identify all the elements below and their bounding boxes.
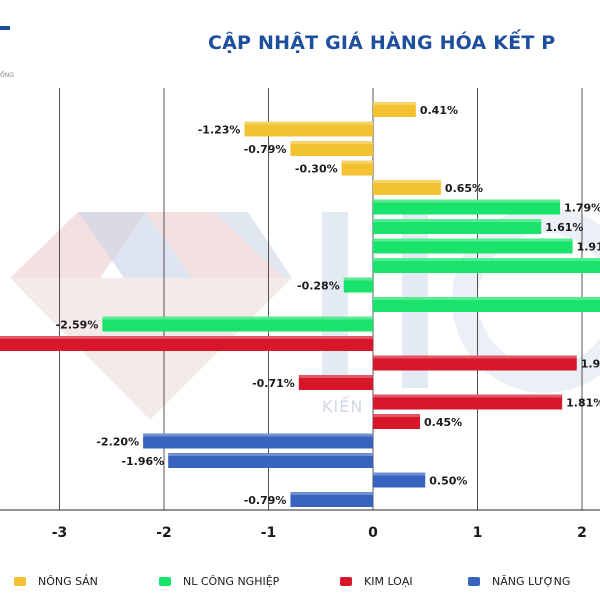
legend-item-nang-luong: NĂNG LƯỢNG xyxy=(468,574,570,588)
watermark-text: KIẾN xyxy=(322,395,363,416)
x-tick-label: -3 xyxy=(52,525,68,541)
legend-swatch-kim-loai xyxy=(340,576,352,586)
legend-label-nl-cong-nghiep: NL CÔNG NGHIỆP xyxy=(183,574,280,588)
bar-highlight xyxy=(343,277,373,281)
bar-value-label: 1.95 xyxy=(581,358,600,371)
bar-highlight xyxy=(290,141,373,144)
bar-labels: 0.41%-1.23%-0.79%-0.30%0.65%1.79%1.61%1.… xyxy=(56,104,600,507)
bar xyxy=(290,141,373,156)
x-tick-label: 0 xyxy=(368,525,378,541)
bar-highlight xyxy=(373,355,577,359)
legend-item-nong-san: NÔNG SẢN xyxy=(14,574,98,588)
bar-value-label: -0.79% xyxy=(244,494,287,507)
bar-highlight xyxy=(290,492,373,495)
bar xyxy=(373,219,542,234)
bar-value-label: -0.79% xyxy=(244,143,287,156)
bar xyxy=(373,472,426,488)
bar-value-label: -0.71% xyxy=(252,377,295,390)
bar-highlight xyxy=(373,258,600,261)
legend-label-kim-loai: KIM LOẠI xyxy=(364,574,413,588)
bar-highlight xyxy=(373,102,416,105)
bar-value-label: 0.50% xyxy=(429,475,467,488)
legend-label-nong-san: NÔNG SẢN xyxy=(38,574,98,588)
legend-swatch-nang-luong xyxy=(468,576,480,586)
bar xyxy=(373,180,441,195)
bar-highlight xyxy=(373,180,441,183)
bar-highlight xyxy=(244,121,373,125)
bar-value-label: -1.23% xyxy=(198,124,241,137)
x-tick-label: -2 xyxy=(156,525,172,541)
bar xyxy=(343,277,373,293)
x-tick-label: 2 xyxy=(577,525,587,541)
bar-highlight xyxy=(373,472,426,476)
legend-swatch-nl-cong-nghiep xyxy=(159,576,171,586)
legend-item-nl-cong-nghiep: NL CÔNG NGHIỆP xyxy=(159,574,279,588)
bar-highlight xyxy=(298,375,373,378)
bar-value-label: -2.20% xyxy=(96,436,139,449)
watermark-diamond-mid xyxy=(78,212,192,278)
x-axis-ticks: -3 -2 -1 0 1 2 xyxy=(52,525,587,541)
bar xyxy=(298,375,373,390)
legend-swatch-nong-san xyxy=(14,576,26,586)
bar-value-label: -2.59% xyxy=(56,319,99,332)
legend-item-kim-loai: KIM LOẠI xyxy=(340,574,413,588)
watermark-letter-h xyxy=(322,212,348,388)
bar-highlight xyxy=(373,238,573,242)
bar xyxy=(373,414,421,429)
bar xyxy=(373,355,577,371)
bar-highlight xyxy=(143,433,373,437)
page-title: CẬP NHẬT GIÁ HÀNG HÓA KẾT P xyxy=(208,32,556,54)
bar-highlight xyxy=(341,160,373,164)
x-tick-label: 1 xyxy=(473,525,483,541)
bar-value-label: 1.81% xyxy=(566,397,600,410)
bar-highlight xyxy=(373,394,563,398)
bar-highlight xyxy=(0,336,374,339)
bar-value-label: 0.45% xyxy=(424,416,462,429)
bar-value-label: -1.96% xyxy=(121,455,164,468)
bar xyxy=(102,316,373,332)
logo-mark xyxy=(0,26,10,30)
logo-subtext: ỐNG xyxy=(0,72,14,79)
bar xyxy=(373,394,563,410)
bar xyxy=(373,297,600,312)
bar xyxy=(373,102,416,117)
bar-highlight xyxy=(373,219,542,222)
watermark-diamond-far xyxy=(214,212,292,278)
bar xyxy=(244,121,373,137)
bar xyxy=(168,453,373,468)
bar xyxy=(0,336,374,351)
bar-value-label: 1.61% xyxy=(545,221,583,234)
watermark-diamond-right xyxy=(146,212,284,278)
legend-label-nang-luong: NĂNG LƯỢNG xyxy=(492,574,571,588)
bar-highlight xyxy=(373,199,561,203)
bar xyxy=(373,238,573,254)
bar-value-label: 1.91 xyxy=(577,241,600,254)
bar-highlight xyxy=(168,453,373,456)
x-tick-label: -1 xyxy=(261,525,277,541)
bar-highlight xyxy=(373,414,421,417)
bar-value-label: -0.28% xyxy=(297,280,340,293)
bar xyxy=(143,433,373,449)
bar-value-label: -0.30% xyxy=(295,163,338,176)
bar-value-label: 0.65% xyxy=(445,182,483,195)
bar xyxy=(373,258,600,273)
bar-highlight xyxy=(373,297,600,300)
bar xyxy=(373,199,561,215)
bar-value-label: 1.79% xyxy=(564,202,600,215)
bar xyxy=(341,160,373,176)
bar xyxy=(290,492,373,507)
bars xyxy=(0,102,600,507)
bar-highlight xyxy=(102,316,373,320)
bar-value-label: 0.41% xyxy=(420,104,458,117)
